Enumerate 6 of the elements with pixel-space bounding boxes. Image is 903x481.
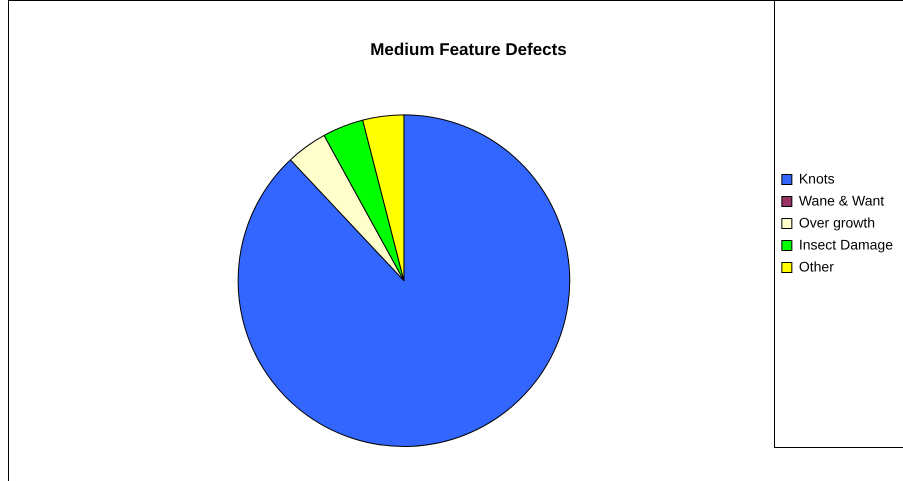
chart-title: Medium Feature Defects: [370, 40, 567, 59]
legend-label: Wane & Want: [798, 192, 884, 208]
legend-label: Knots: [798, 170, 835, 186]
legend-label: Over growth: [798, 214, 876, 230]
legend-label: Insect Damage: [798, 236, 894, 252]
legend-label: Other: [798, 258, 834, 274]
